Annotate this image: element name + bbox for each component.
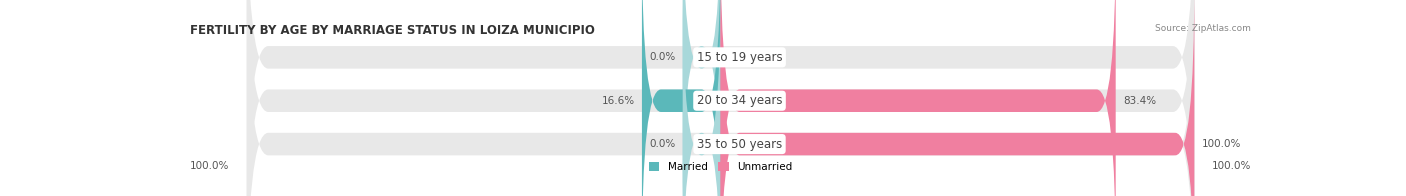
Text: 20 to 34 years: 20 to 34 years (697, 94, 782, 107)
Text: 100.0%: 100.0% (1202, 139, 1241, 149)
Legend: Married, Unmarried: Married, Unmarried (650, 162, 792, 172)
FancyBboxPatch shape (247, 0, 1194, 196)
Text: 100.0%: 100.0% (190, 161, 229, 171)
FancyBboxPatch shape (721, 0, 1116, 196)
FancyBboxPatch shape (721, 0, 1194, 196)
Text: Source: ZipAtlas.com: Source: ZipAtlas.com (1156, 24, 1251, 33)
FancyBboxPatch shape (643, 0, 721, 196)
FancyBboxPatch shape (247, 0, 1194, 196)
FancyBboxPatch shape (247, 0, 1194, 196)
FancyBboxPatch shape (683, 0, 721, 196)
FancyBboxPatch shape (683, 0, 721, 196)
Text: 0.0%: 0.0% (650, 139, 675, 149)
Text: 0.0%: 0.0% (650, 52, 675, 62)
Text: 35 to 50 years: 35 to 50 years (697, 138, 782, 151)
Text: 83.4%: 83.4% (1123, 96, 1156, 106)
Text: 15 to 19 years: 15 to 19 years (697, 51, 782, 64)
Text: 16.6%: 16.6% (602, 96, 636, 106)
Text: 100.0%: 100.0% (1212, 161, 1251, 171)
Text: FERTILITY BY AGE BY MARRIAGE STATUS IN LOIZA MUNICIPIO: FERTILITY BY AGE BY MARRIAGE STATUS IN L… (190, 24, 595, 37)
Text: 0.0%: 0.0% (733, 52, 759, 62)
